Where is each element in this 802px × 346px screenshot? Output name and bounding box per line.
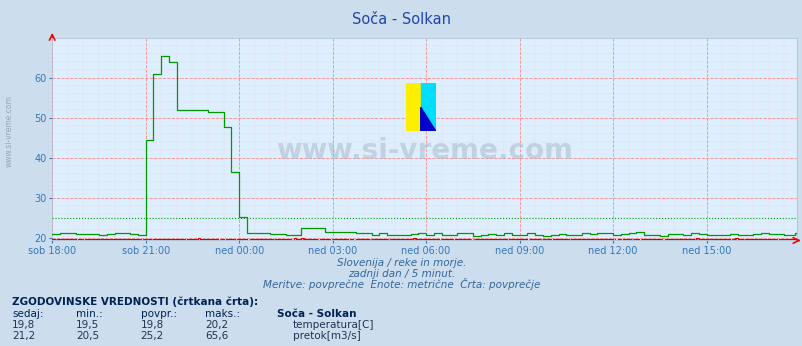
Text: povpr.:: povpr.: (140, 309, 176, 319)
Text: www.si-vreme.com: www.si-vreme.com (276, 137, 573, 165)
Text: 20,2: 20,2 (205, 320, 228, 330)
Text: 20,5: 20,5 (76, 331, 99, 341)
Text: 65,6: 65,6 (205, 331, 228, 341)
Text: 21,2: 21,2 (12, 331, 35, 341)
Text: zadnji dan / 5 minut.: zadnji dan / 5 minut. (347, 269, 455, 279)
Text: www.si-vreme.com: www.si-vreme.com (5, 95, 14, 167)
Text: 19,5: 19,5 (76, 320, 99, 330)
Text: Soča - Solkan: Soča - Solkan (277, 309, 356, 319)
Text: min.:: min.: (76, 309, 103, 319)
Text: temperatura[C]: temperatura[C] (293, 320, 374, 330)
Text: 25,2: 25,2 (140, 331, 164, 341)
Text: maks.:: maks.: (205, 309, 240, 319)
Text: sedaj:: sedaj: (12, 309, 43, 319)
Text: 19,8: 19,8 (12, 320, 35, 330)
Polygon shape (420, 107, 435, 131)
Bar (420, 83, 435, 131)
Text: Slovenija / reke in morje.: Slovenija / reke in morje. (336, 258, 466, 268)
Text: 19,8: 19,8 (140, 320, 164, 330)
Bar (405, 83, 420, 131)
Text: ZGODOVINSKE VREDNOSTI (črtkana črta):: ZGODOVINSKE VREDNOSTI (črtkana črta): (12, 297, 258, 307)
Text: pretok[m3/s]: pretok[m3/s] (293, 331, 360, 341)
Text: Meritve: povprečne  Enote: metrične  Črta: povprečje: Meritve: povprečne Enote: metrične Črta:… (262, 278, 540, 290)
Text: Soča - Solkan: Soča - Solkan (351, 11, 451, 27)
